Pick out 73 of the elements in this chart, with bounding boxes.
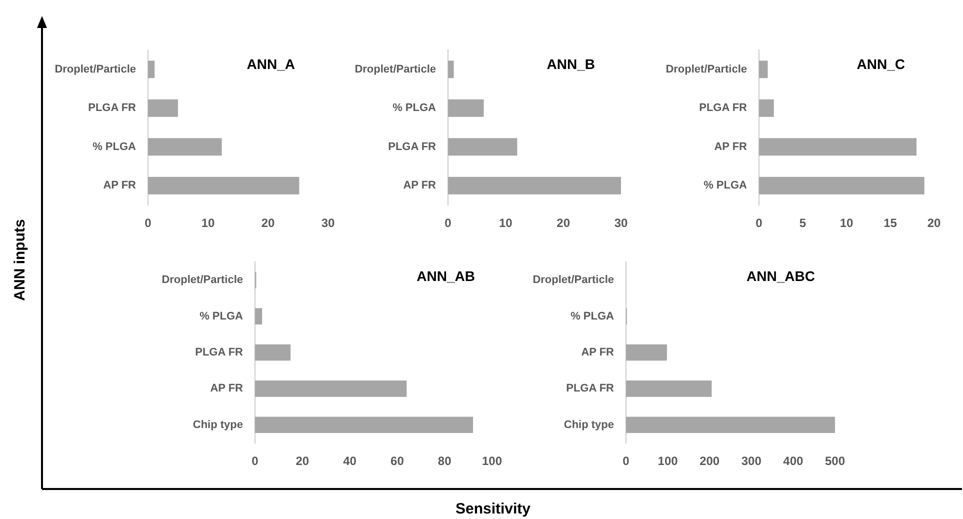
- x-tick-label: 0: [144, 216, 152, 230]
- x-tick-label: 100: [658, 454, 678, 468]
- bar: [759, 60, 768, 78]
- x-tick-label: 10: [840, 216, 854, 230]
- y-tick-label: Chip type: [564, 418, 614, 431]
- x-tick-label: 0: [756, 216, 763, 230]
- x-tick-label: 20: [261, 216, 275, 230]
- bar: [148, 176, 300, 194]
- chart-title: ANN_ABC: [746, 268, 816, 284]
- y-tick-label: AP FR: [103, 180, 136, 192]
- y-tick-label: % PLGA: [704, 180, 748, 192]
- x-tick-label: 30: [614, 216, 628, 230]
- x-tick-label: 400: [783, 454, 804, 468]
- bar: [759, 138, 916, 156]
- x-tick-label: 40: [343, 454, 357, 468]
- x-tick-label: 20: [556, 216, 570, 230]
- x-tick-label: 5: [799, 216, 806, 230]
- y-tick-label: Droplet/Particle: [162, 274, 243, 286]
- x-tick-label: 30: [321, 216, 335, 230]
- x-tick-label: 10: [201, 216, 215, 230]
- x-tick-label: 500: [824, 454, 846, 468]
- bar: [255, 380, 407, 397]
- x-tick-label: 15: [884, 216, 898, 230]
- x-tick-label: 80: [438, 454, 452, 468]
- y-tick-label: Droplet/Particle: [54, 63, 136, 76]
- y-tick-label: PLGA FR: [88, 102, 136, 114]
- y-tick-label: AP FR: [403, 180, 436, 192]
- bar: [148, 99, 178, 117]
- bar: [255, 416, 474, 434]
- y-tick-label: Droplet/Particle: [354, 63, 436, 76]
- x-tick-label: 0: [444, 216, 452, 230]
- y-tick-label: AP FR: [714, 140, 748, 153]
- y-tick-label: PLGA FR: [699, 102, 748, 114]
- chart-title: ANN_B: [546, 56, 596, 72]
- x-axis-title: Sensitivity: [455, 500, 531, 518]
- y-tick-label: PLGA FR: [566, 382, 614, 395]
- x-tick-label: 60: [390, 454, 404, 468]
- y-tick-label: Chip type: [192, 418, 243, 431]
- bar: [448, 138, 518, 156]
- y-tick-label: PLGA FR: [388, 140, 436, 153]
- y-tick-label: % PLGA: [200, 310, 244, 322]
- bar: [148, 138, 222, 156]
- bar: [448, 60, 454, 78]
- x-tick-label: 10: [498, 216, 513, 230]
- x-tick-label: 300: [741, 454, 762, 468]
- bar: [626, 416, 835, 434]
- bar: [626, 380, 712, 397]
- chart-title: ANN_A: [246, 56, 296, 72]
- bar: [448, 99, 484, 117]
- x-tick-label: 200: [700, 454, 720, 468]
- x-tick-label: 20: [927, 216, 941, 230]
- bar: [759, 99, 774, 117]
- y-tick-label: % PLGA: [392, 102, 436, 114]
- bar: [148, 60, 155, 78]
- x-tick-label: 0: [252, 454, 259, 468]
- bar: [448, 176, 621, 194]
- x-tick-label: 20: [296, 454, 310, 468]
- chart-title: ANN_AB: [416, 268, 476, 284]
- y-tick-label: % PLGA: [570, 310, 614, 322]
- chart-title: ANN_C: [856, 56, 906, 72]
- y-axis-title: ANN inputs: [12, 219, 28, 301]
- y-tick-label: PLGA FR: [195, 346, 244, 358]
- x-tick-label: 100: [482, 454, 502, 468]
- bar: [255, 344, 291, 361]
- x-tick-label: 0: [622, 454, 630, 468]
- y-tick-label: AP FR: [581, 346, 614, 358]
- y-tick-label: AP FR: [210, 382, 244, 395]
- bar: [255, 308, 262, 324]
- bar: [626, 344, 667, 361]
- bar: [759, 176, 924, 194]
- y-tick-label: % PLGA: [92, 140, 136, 153]
- y-tick-label: Droplet/Particle: [666, 63, 747, 76]
- y-tick-label: Droplet/Particle: [532, 274, 614, 286]
